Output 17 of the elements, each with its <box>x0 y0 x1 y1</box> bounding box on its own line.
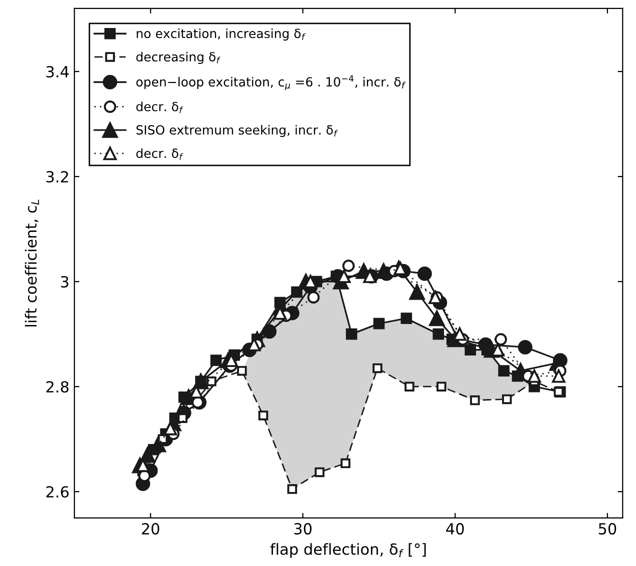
y-tick-label: 3.2 <box>46 171 68 183</box>
y-axis-title: lift coefficient, c$_{L}$ <box>24 200 40 326</box>
x-tick-label: 40 <box>446 523 464 535</box>
legend-label: open−loop excitation, c$_{μ}$ =6 . 10$^{−4}$, incr. δ$_{f}$ <box>136 75 406 90</box>
y-tick-label: 3 <box>60 276 68 288</box>
legend-label: SISO extremum seeking, incr. δ$_{f}$ <box>136 124 338 138</box>
x-tick-label: 30 <box>294 523 312 535</box>
y-tick-label: 3.4 <box>46 66 69 78</box>
x-tick-label: 20 <box>142 523 160 535</box>
y-tick-label: 2.8 <box>46 381 69 393</box>
x-axis-title: flap deflection, δ$_{f}$ [°] <box>270 543 426 558</box>
legend-label: decr. δ$_{f}$ <box>136 102 184 114</box>
y-tick-label: 2.6 <box>46 486 69 498</box>
legend-label: decr. δ$_{f}$ <box>136 148 184 160</box>
x-tick-label: 50 <box>598 523 616 535</box>
legend-label: decreasing δ$_{f}$ <box>136 52 220 64</box>
legend-label: no excitation, increasing δ$_{f}$ <box>136 28 306 41</box>
